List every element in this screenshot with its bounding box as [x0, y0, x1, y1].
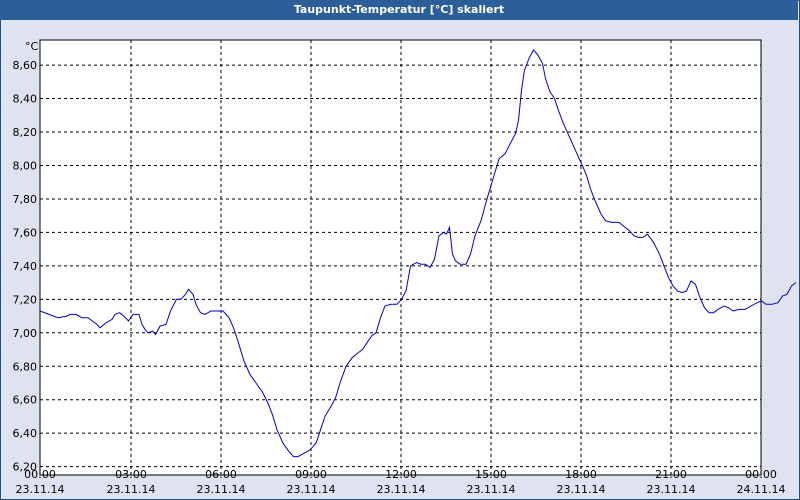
x-tick-date-label: 23.11.14	[287, 483, 336, 496]
x-tick-date-label: 23.11.14	[647, 483, 696, 496]
x-tick-time-label: 03:00	[115, 468, 147, 481]
y-tick-label: 7,80	[13, 193, 38, 206]
x-tick-time-label: 06:00	[205, 468, 237, 481]
y-tick-label: 7,40	[13, 260, 38, 273]
grid-lines	[40, 40, 761, 475]
y-axis-unit-label: °C	[25, 40, 39, 53]
y-axis-ticks: 6,20 6,40 6,60 6,80 7,00 7,20 7,40 7,60 7,80 8,00…	[13, 59, 38, 474]
x-tick-time-label: 09:00	[295, 468, 327, 481]
y-tick-label: 8,40	[13, 93, 38, 106]
y-tick-label: 6,60	[13, 394, 38, 407]
x-tick-date-label: 23.11.14	[197, 483, 246, 496]
y-tick-label: 7,00	[13, 327, 38, 340]
y-tick-label: 8,20	[13, 126, 38, 139]
y-tick-label: 6,20	[13, 461, 38, 474]
chart-plot: 6,20 6,40 6,60 6,80 7,00 7,20 7,40 7,60 7,80 8,00…	[13, 39, 797, 496]
x-tick-time-label: 12:00	[385, 468, 417, 481]
y-tick-label: 8,00	[13, 159, 38, 172]
x-tick-time-label: 18:00	[565, 468, 597, 481]
y-tick-label: 6,80	[13, 360, 38, 373]
x-tick-time-label: 00:00	[24, 468, 56, 481]
x-tick-date-label: 23.11.14	[16, 483, 65, 496]
x-tick-time-label: 15:00	[475, 468, 507, 481]
x-axis-ticks: 00:00 23.11.14 03:00 23.11.14 06:00 23.11.14 0…	[16, 468, 786, 496]
y-tick-label: 7,60	[13, 226, 38, 239]
x-tick-date-label: 23.11.14	[557, 483, 606, 496]
x-tick-time-label: 00:00	[745, 468, 777, 481]
x-tick-date-label: 23.11.14	[467, 483, 516, 496]
x-tick-date-label: 23.11.14	[377, 483, 426, 496]
x-tick-time-label: 21:00	[655, 468, 687, 481]
y-tick-label: 7,20	[13, 293, 38, 306]
dewpoint-series-line	[39, 49, 797, 458]
chart-title: Taupunkt-Temperatur [°C] skaliert	[0, 0, 798, 20]
x-tick-date-label: 24.11.14	[737, 483, 786, 496]
x-tick-date-label: 23.11.14	[107, 483, 156, 496]
y-tick-label: 8,60	[13, 59, 38, 72]
y-tick-label: 6,40	[13, 427, 38, 440]
